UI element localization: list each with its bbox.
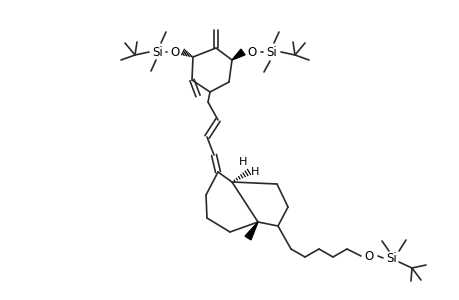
Text: Si: Si (266, 46, 277, 59)
Text: Si: Si (152, 46, 163, 59)
Text: H: H (238, 157, 246, 167)
Text: Si: Si (386, 251, 397, 265)
Text: H: H (250, 167, 258, 177)
Polygon shape (245, 222, 257, 240)
Text: O: O (364, 250, 373, 262)
Polygon shape (231, 49, 245, 60)
Text: O: O (247, 46, 256, 59)
Text: O: O (170, 46, 179, 59)
